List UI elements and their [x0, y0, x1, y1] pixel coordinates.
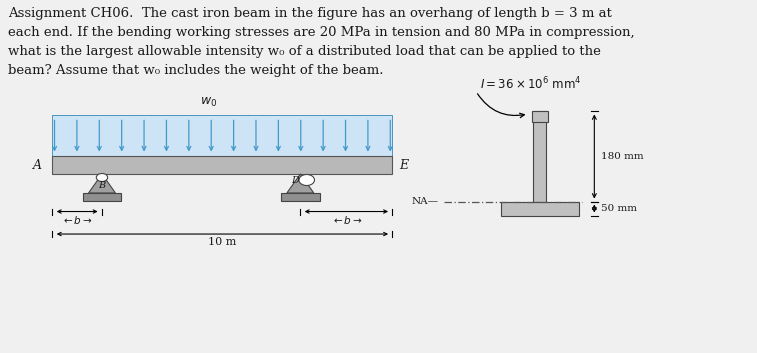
Polygon shape — [287, 174, 314, 193]
Bar — [534, 112, 546, 202]
Text: $I = 36 \times 10^6\ \mathrm{mm}^4$: $I = 36 \times 10^6\ \mathrm{mm}^4$ — [480, 76, 581, 92]
Bar — [281, 193, 319, 201]
Text: 50 mm: 50 mm — [601, 204, 637, 213]
Text: A: A — [33, 159, 42, 172]
Text: Assignment CH06.  The cast iron beam in the figure has an overhang of length b =: Assignment CH06. The cast iron beam in t… — [8, 7, 635, 77]
Text: E: E — [400, 159, 409, 172]
Bar — [52, 156, 392, 174]
Bar — [83, 193, 121, 201]
Bar — [532, 112, 547, 122]
Text: 10 m: 10 m — [208, 237, 237, 246]
Text: $w_0$: $w_0$ — [200, 96, 217, 109]
Bar — [52, 115, 392, 156]
Text: D: D — [291, 176, 298, 185]
Text: $\leftarrow b \rightarrow$: $\leftarrow b \rightarrow$ — [61, 214, 93, 226]
FancyArrowPatch shape — [478, 94, 525, 118]
Bar — [501, 202, 579, 216]
Text: NA—: NA— — [412, 197, 438, 206]
Circle shape — [299, 174, 314, 186]
Text: 180 mm: 180 mm — [601, 152, 644, 161]
Circle shape — [96, 173, 107, 181]
Text: $\leftarrow b \rightarrow$: $\leftarrow b \rightarrow$ — [331, 214, 362, 226]
Polygon shape — [89, 174, 115, 193]
Text: B: B — [98, 180, 105, 190]
